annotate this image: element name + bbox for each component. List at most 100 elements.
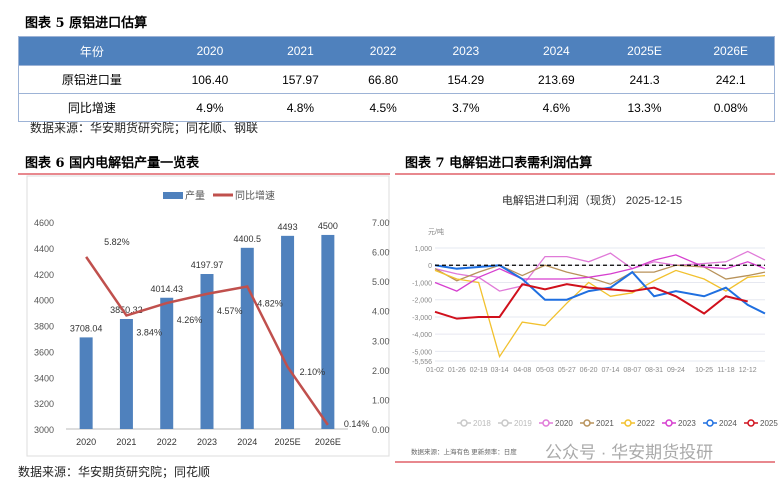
y-tick-left: 4000 — [34, 296, 54, 306]
x-tick: 11-18 — [717, 367, 734, 374]
x-tick: 2026E — [315, 437, 341, 447]
header-cell: 2026E — [687, 36, 775, 66]
header-cell: 年份 — [18, 36, 165, 66]
line-label: 0.14% — [344, 419, 370, 429]
table-cell: 4.6% — [511, 93, 602, 122]
y-tick: 1,000 — [414, 246, 432, 253]
bar — [321, 234, 335, 429]
series-line-2021 — [434, 264, 766, 285]
y-tick-right: 2.00% — [372, 366, 390, 376]
bar-label: 4493 — [278, 222, 298, 232]
y-tick-right: 7.00% — [372, 218, 390, 228]
legend-marker — [624, 419, 632, 427]
y-tick-right: 0.00% — [372, 425, 390, 435]
legend-bar-swatch — [163, 192, 183, 199]
line-label: 2.10% — [300, 367, 326, 377]
chart-subtitle: 电解铝进口利润（现货） 2025-12-15 — [502, 193, 682, 207]
y-tick-right: 1.00% — [372, 395, 390, 405]
x-tick: 05-27 — [558, 367, 576, 374]
table-cell: 3.7% — [420, 93, 512, 122]
table-cell: 213.69 — [511, 65, 602, 94]
table-cell: 66.80 — [345, 65, 421, 94]
table-cell: 4.5% — [345, 93, 421, 122]
legend-marker — [460, 419, 468, 427]
legend-label: 2022 — [637, 419, 655, 428]
legend-label: 2023 — [678, 419, 696, 428]
y-tick-left: 3400 — [34, 373, 54, 383]
y-tick-left: 4200 — [34, 270, 54, 280]
x-tick: 10-25 — [695, 367, 713, 374]
header-cell: 2022 — [345, 36, 421, 66]
table-cell: 157.97 — [255, 65, 346, 94]
bar — [119, 318, 133, 429]
table-cell: 0.08% — [687, 93, 775, 122]
table-cell: 同比增速 — [18, 93, 165, 122]
x-tick: 2024 — [237, 437, 257, 447]
bar — [240, 247, 254, 429]
bar-label: 3708.04 — [70, 323, 103, 333]
header-cell: 2024 — [511, 36, 602, 66]
table5-title: 图表 5 原铝进口估算 — [25, 16, 148, 31]
y-tick-left: 3000 — [34, 425, 54, 435]
y-tick: -2,000 — [412, 298, 432, 305]
table-row: 同比增速 4.9% 4.8% 4.5% 3.7% 4.6% 13.3% 0.08% — [18, 93, 775, 122]
y-tick: -4,000 — [412, 332, 432, 339]
x-tick: 06-20 — [580, 367, 598, 374]
legend-marker — [501, 419, 509, 427]
table-row: 原铝进口量 106.40 157.97 66.80 154.29 213.69 241.3 2… — [18, 65, 775, 94]
x-tick: 07-14 — [602, 367, 620, 374]
chart7-title: 图表 7 电解铝进口表需利润估算 — [405, 156, 593, 171]
y-tick-left: 3200 — [34, 399, 54, 409]
y-tick: -5,556 — [412, 359, 432, 366]
bar-label: 4014.43 — [150, 284, 183, 294]
table-cell: 13.3% — [601, 93, 688, 122]
bar — [160, 297, 174, 429]
x-tick: 2021 — [116, 437, 136, 447]
y-tick-right: 3.00% — [372, 336, 390, 346]
legend-marker — [747, 419, 755, 427]
production-chart: 3000 3200 3400 3600 3800 4000 4200 4400 4600 0.00… — [26, 175, 390, 457]
series-line-2020 — [434, 250, 766, 292]
x-tick: 05-03 — [536, 367, 554, 374]
table-cell: 原铝进口量 — [18, 65, 165, 94]
line-label: 4.57% — [217, 306, 243, 316]
table-cell: 4.9% — [164, 93, 256, 122]
legend-marker — [542, 419, 550, 427]
x-tick: 2022 — [157, 437, 177, 447]
x-tick: 03-14 — [491, 367, 509, 374]
header-cell: 2025E — [601, 36, 688, 66]
line-label: 4.26% — [177, 315, 203, 325]
bar-label: 3850.32 — [110, 305, 143, 315]
y-tick: -3,000 — [412, 315, 432, 322]
x-tick: 12-12 — [739, 367, 757, 374]
y-tick-right: 5.00% — [372, 277, 390, 287]
y-tick-left: 3600 — [34, 347, 54, 357]
legend-label: 2024 — [719, 419, 737, 428]
y-tick: -5,000 — [412, 349, 432, 356]
y-tick-left: 3800 — [34, 322, 54, 332]
table-cell: 106.40 — [164, 65, 256, 94]
line-label: 3.84% — [136, 327, 162, 337]
table-cell: 154.29 — [420, 65, 512, 94]
growth-line — [85, 256, 329, 426]
import-profit-chart: 电解铝进口利润（现货） 2025-12-15 元/吨 1,000 0 -1,000 -2,… — [411, 193, 778, 462]
y-tick-left: 4400 — [34, 244, 54, 254]
series-line-2022 — [434, 269, 766, 359]
x-tick: 02-19 — [470, 367, 488, 374]
x-tick: 01-26 — [448, 367, 466, 374]
bar — [200, 274, 214, 429]
table-cell: 241.3 — [601, 65, 688, 94]
y-tick-right: 6.00% — [372, 248, 390, 258]
legend-label: 2020 — [555, 419, 573, 428]
y-tick: 0 — [428, 263, 432, 270]
y-tick-left: 4600 — [34, 218, 54, 228]
line-label: 4.82% — [257, 298, 283, 308]
bar — [79, 337, 93, 429]
y-tick-right: 4.00% — [372, 307, 390, 317]
x-tick: 04-08 — [513, 367, 531, 374]
x-tick: 2025E — [275, 437, 301, 447]
header-cell: 2021 — [255, 36, 346, 66]
bar-label: 4197.97 — [191, 260, 224, 270]
y-tick: -1,000 — [412, 280, 432, 287]
x-tick: 08-07 — [623, 367, 641, 374]
